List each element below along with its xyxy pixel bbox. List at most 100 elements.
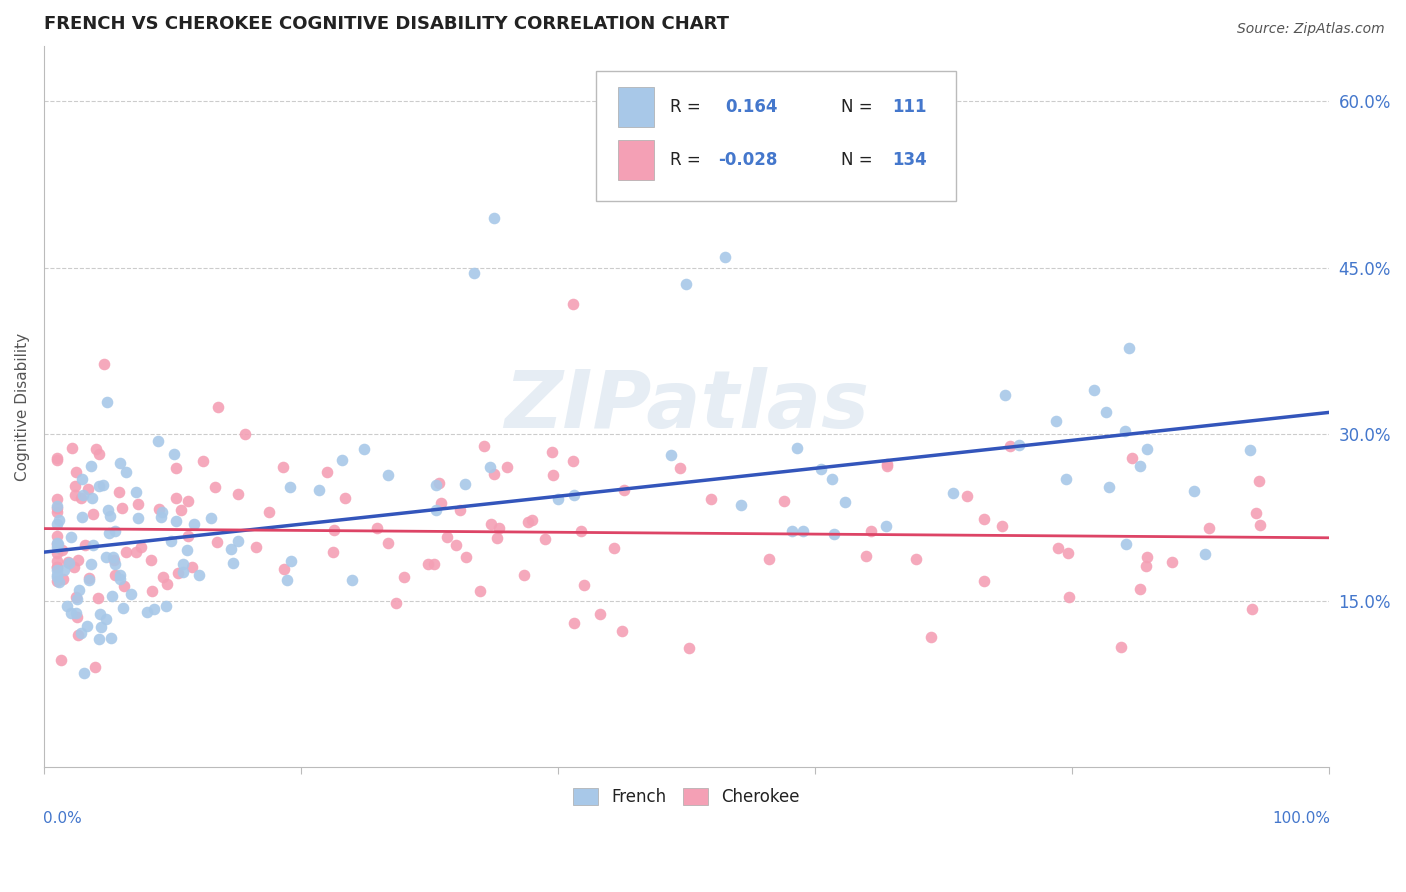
Point: [543, 467, 565, 482]
Point: [66, 553, 89, 567]
Text: 134: 134: [891, 151, 927, 169]
Point: [66, 610, 89, 624]
Point: [562, 615, 585, 630]
Text: 0.0%: 0.0%: [42, 811, 82, 826]
Point: [77, 573, 100, 587]
Point: [104, 557, 127, 571]
Point: [780, 524, 803, 539]
Point: [1184, 484, 1206, 499]
Point: [66, 592, 89, 607]
Point: [1128, 458, 1150, 473]
Point: [377, 536, 399, 550]
Point: [468, 583, 491, 598]
Point: [65, 465, 87, 479]
Point: [181, 560, 204, 574]
Point: [322, 545, 344, 559]
Point: [876, 458, 898, 473]
Point: [98, 509, 121, 524]
Point: [810, 462, 832, 476]
Point: [101, 590, 124, 604]
Point: [613, 483, 636, 497]
Point: [62, 559, 84, 574]
Y-axis label: Cognitive Disability: Cognitive Disability: [15, 333, 30, 481]
Point: [669, 461, 692, 475]
Point: [1241, 601, 1264, 615]
Point: [156, 577, 179, 591]
Point: [955, 490, 977, 504]
Point: [110, 456, 132, 470]
Point: [257, 505, 280, 519]
Point: [51, 543, 73, 558]
Point: [170, 503, 193, 517]
Point: [146, 434, 169, 448]
Point: [478, 460, 501, 475]
Point: [45, 451, 67, 466]
Point: [998, 439, 1021, 453]
Point: [59, 530, 82, 544]
Point: [73, 537, 96, 551]
Point: [87, 591, 110, 606]
Point: [562, 488, 585, 502]
Point: [1118, 341, 1140, 355]
Point: [115, 545, 138, 559]
Point: [108, 568, 131, 582]
Point: [45, 491, 67, 506]
Point: [280, 480, 302, 494]
Point: [46, 537, 69, 551]
Point: [45, 563, 67, 577]
Point: [82, 508, 104, 522]
Point: [714, 250, 737, 264]
Point: [569, 524, 592, 538]
Point: [1194, 547, 1216, 561]
Point: [385, 596, 408, 610]
Point: [150, 505, 173, 519]
Point: [315, 465, 337, 479]
Point: [219, 542, 242, 557]
Point: [308, 483, 330, 498]
Point: [45, 529, 67, 543]
Point: [90, 620, 112, 634]
Point: [1109, 640, 1132, 654]
Point: [561, 454, 583, 468]
Point: [823, 526, 845, 541]
Point: [97, 503, 120, 517]
Point: [446, 538, 468, 552]
Point: [45, 570, 67, 584]
Point: [112, 600, 135, 615]
Point: [167, 566, 190, 581]
Text: 111: 111: [891, 98, 927, 116]
Point: [207, 400, 229, 414]
Point: [1054, 472, 1077, 486]
Point: [449, 503, 471, 517]
Point: [513, 567, 536, 582]
Point: [45, 546, 67, 560]
Point: [148, 501, 170, 516]
Point: [45, 517, 67, 532]
Point: [65, 478, 87, 492]
Point: [222, 556, 245, 570]
Text: 0.164: 0.164: [725, 98, 778, 116]
Point: [65, 591, 87, 605]
Point: [127, 497, 149, 511]
Point: [45, 501, 67, 516]
Point: [245, 540, 267, 554]
Point: [129, 540, 152, 554]
Point: [675, 277, 697, 292]
Point: [49, 653, 72, 667]
Point: [1045, 413, 1067, 427]
Point: [572, 578, 595, 592]
Point: [48, 575, 70, 590]
Point: [425, 478, 447, 492]
Point: [540, 445, 562, 459]
Point: [103, 549, 125, 564]
Point: [104, 568, 127, 582]
Point: [1008, 438, 1031, 452]
Point: [1244, 507, 1267, 521]
Point: [91, 478, 114, 492]
Point: [69, 626, 91, 640]
Point: [534, 532, 557, 546]
Point: [108, 572, 131, 586]
Point: [454, 477, 477, 491]
Point: [103, 553, 125, 567]
Point: [942, 486, 965, 500]
